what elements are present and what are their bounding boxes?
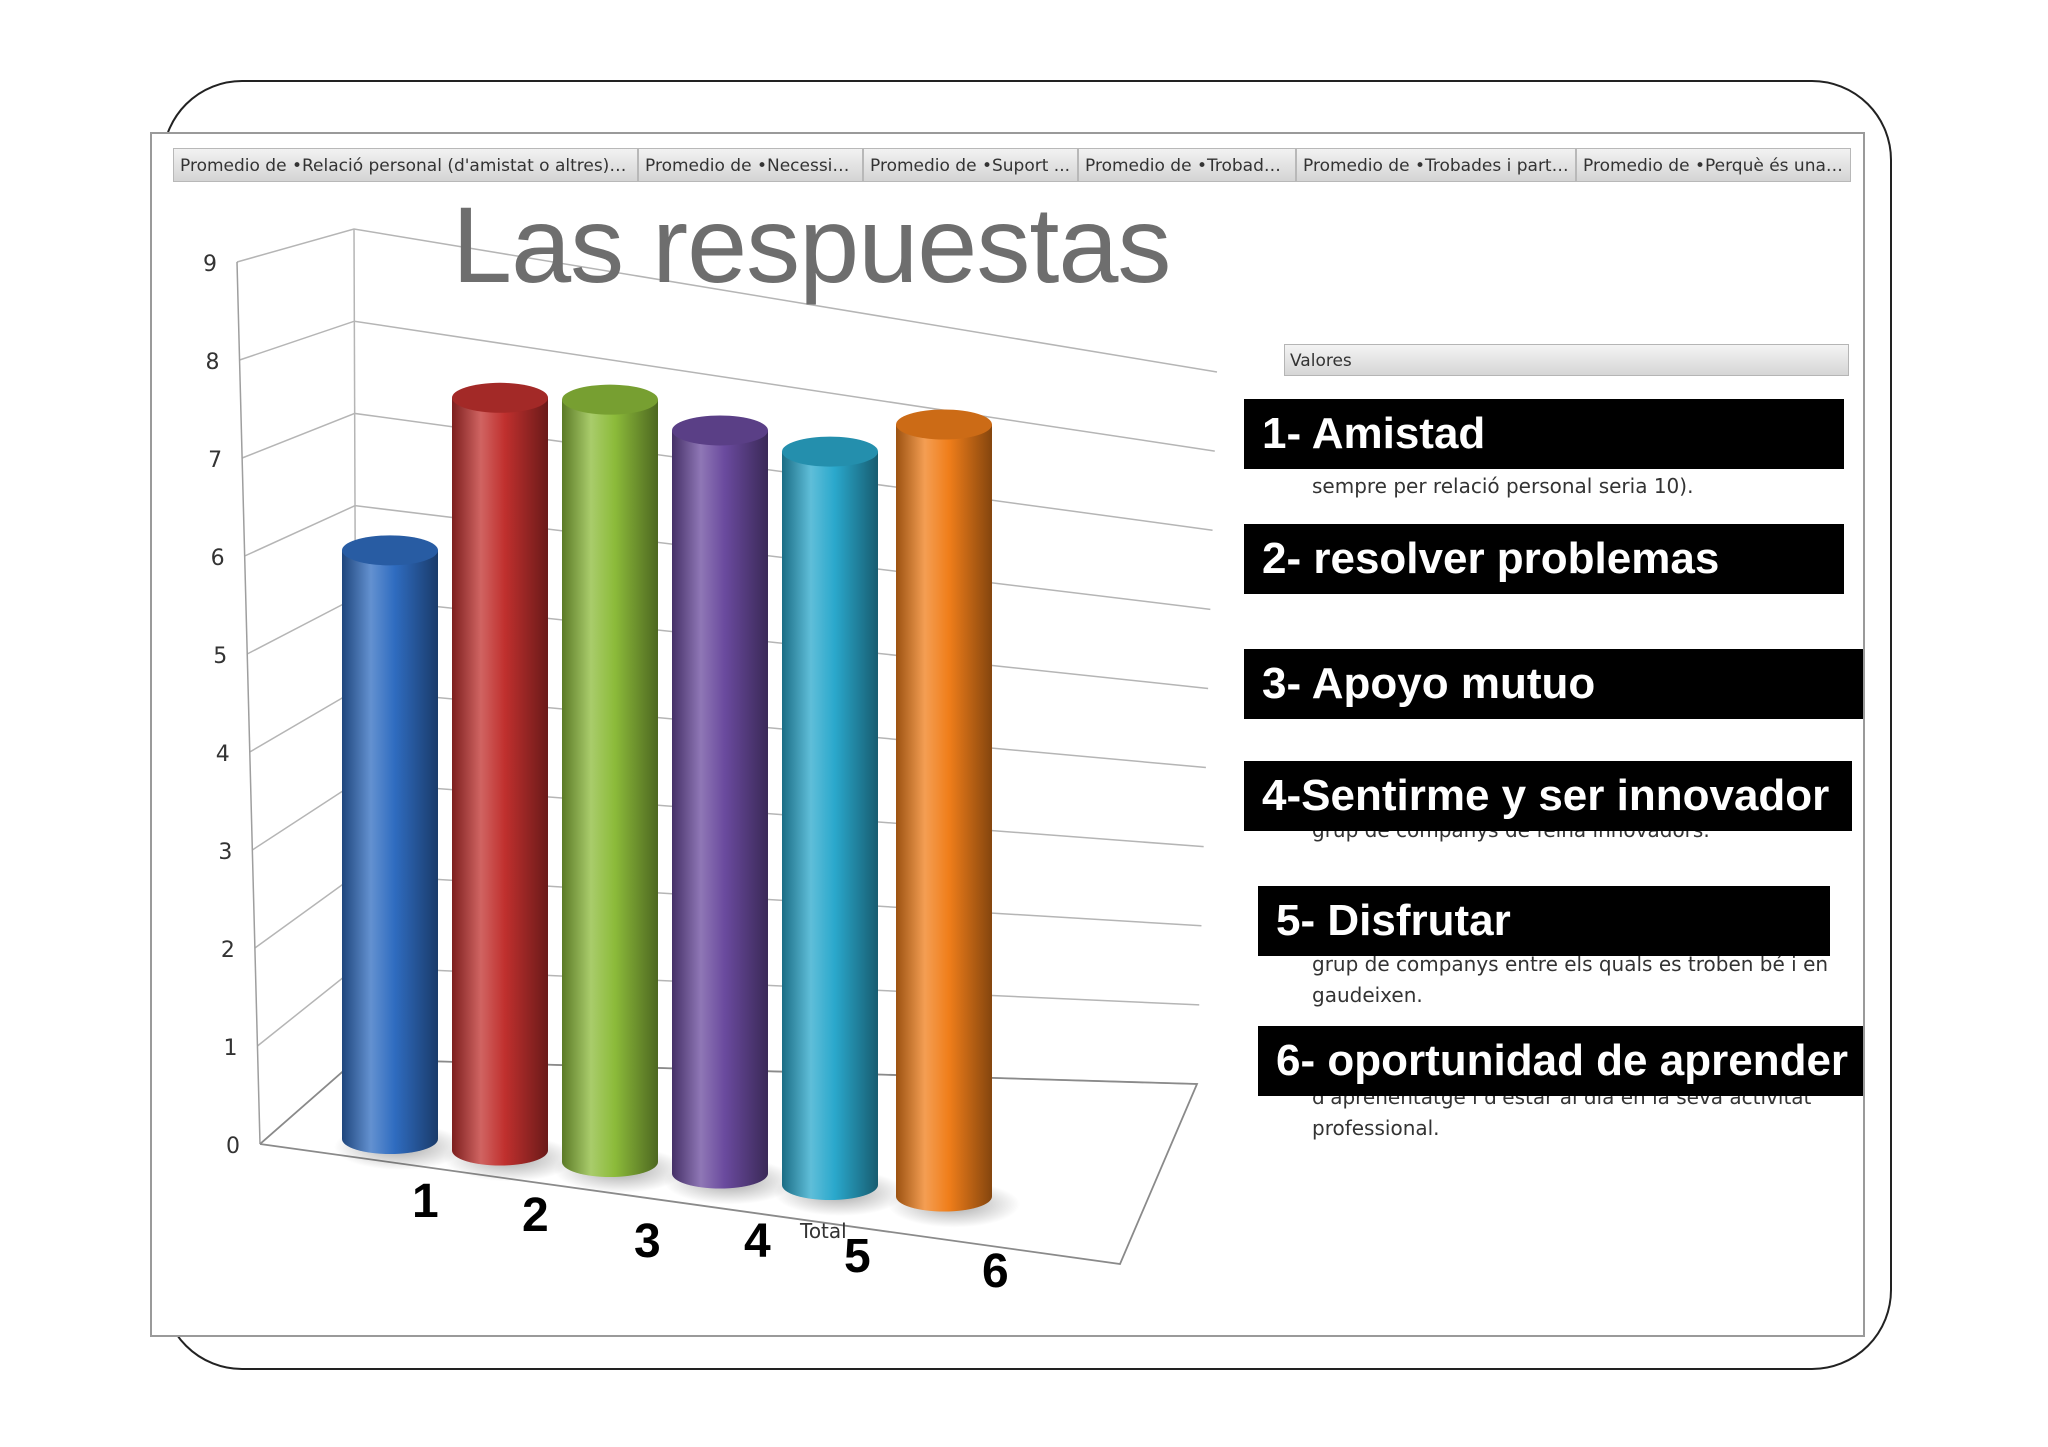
y-tick-label: 5 [213, 644, 227, 669]
legend-text: gaudeixen. [1312, 983, 1423, 1007]
category-number: 5 [844, 1230, 871, 1283]
field-tab-6[interactable]: Promedio de •Perquè és una ... [1576, 148, 1851, 182]
y-axis-ticks: 0 1 2 3 4 5 6 7 8 9 [203, 252, 240, 1159]
category-number: 1 [412, 1175, 439, 1228]
y-tick-label: 9 [203, 252, 217, 277]
legend-header[interactable]: Valores [1284, 344, 1849, 376]
legend-text: grup de companys entre els quals es trob… [1312, 952, 1829, 976]
y-tick-label: 2 [221, 938, 235, 963]
gridlines [236, 228, 1218, 1265]
chart-floor [259, 1058, 1199, 1265]
label-resolver-problemas: 2- resolver problemas [1244, 524, 1844, 594]
chart-area: Promedio de •Relació personal (d'amistat… [150, 132, 1865, 1337]
bar-cylinder-1 [334, 535, 466, 1170]
bar-cylinder-2 [444, 382, 576, 1182]
y-tick-label: 7 [208, 448, 222, 473]
category-number: 2 [522, 1189, 549, 1242]
y-tick-label: 8 [206, 350, 220, 375]
label-innovador: 4-Sentirme y ser innovador [1244, 761, 1852, 831]
legend-text: sempre per relació personal seria 10). [1312, 474, 1694, 498]
field-tab-1[interactable]: Promedio de •Relació personal (d'amistat… [173, 148, 638, 182]
field-tab-strip: Promedio de •Relació personal (d'amistat… [173, 148, 1851, 182]
y-tick-label: 1 [223, 1036, 237, 1061]
label-disfrutar: 5- Disfrutar [1258, 886, 1830, 956]
bars [334, 382, 1020, 1228]
x-axis-label: Total [800, 1219, 847, 1243]
field-tab-4[interactable]: Promedio de •Trobade... [1078, 148, 1296, 182]
field-tab-3[interactable]: Promedio de •Suport ... [863, 148, 1078, 182]
category-number: 4 [744, 1215, 771, 1268]
legend-text: professional. [1312, 1116, 1440, 1140]
bar-cylinder-3 [554, 384, 686, 1193]
y-tick-label: 6 [211, 546, 225, 571]
wall-edge [236, 261, 261, 1145]
category-number: 3 [634, 1215, 661, 1268]
label-amistad: 1- Amistad [1244, 399, 1844, 469]
field-tab-5[interactable]: Promedio de •Trobades i parti... [1296, 148, 1576, 182]
cylinder-chart: 0 1 2 3 4 5 6 7 8 9 [203, 228, 1218, 1265]
y-tick-label: 3 [218, 840, 232, 865]
field-tab-2[interactable]: Promedio de •Necessita... [638, 148, 863, 182]
bar-cylinder-4 [664, 415, 796, 1205]
bar-cylinder-5 [774, 436, 906, 1216]
label-aprender: 6- oportunidad de aprender [1258, 1026, 1863, 1096]
bar-cylinder-6 [888, 409, 1020, 1228]
y-tick-label: 4 [216, 742, 230, 767]
category-number: 6 [982, 1245, 1009, 1298]
chart-title: Las respuestas [452, 184, 1171, 305]
label-apoyo-mutuo: 3- Apoyo mutuo [1244, 649, 1863, 719]
y-tick-label: 0 [226, 1134, 240, 1159]
